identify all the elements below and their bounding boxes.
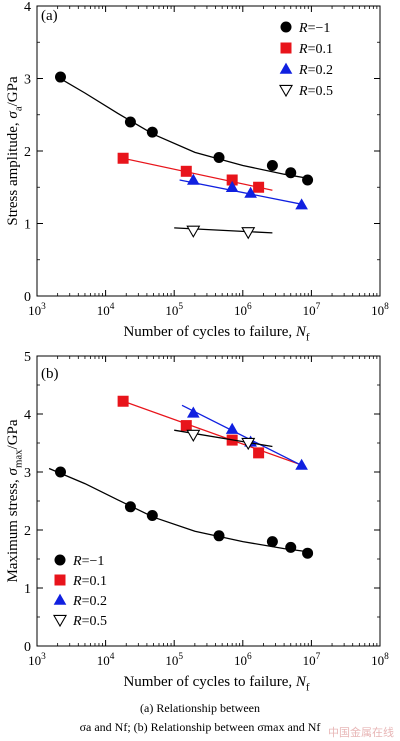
legend-label: R=0.1 (72, 574, 107, 589)
series-0 (54, 71, 314, 186)
x-tick-label: 104 (97, 652, 115, 668)
x-tick-label: 106 (234, 302, 252, 318)
x-tick-label: 108 (371, 302, 389, 318)
series-1 (117, 395, 306, 467)
legend-marker (279, 62, 293, 74)
data-point (213, 152, 225, 164)
legend: R=−1 R=0.1 R=0.2 R=0.5 (279, 21, 333, 99)
legend-label: R=0.5 (298, 84, 333, 99)
y-tick-label: 2 (24, 524, 31, 539)
data-point (117, 152, 129, 164)
data-point (226, 174, 238, 186)
x-tick-label: 105 (165, 652, 183, 668)
y-tick-label: 1 (24, 582, 31, 597)
data-point (180, 420, 192, 432)
data-point (302, 547, 314, 559)
y-tick-label: 1 (24, 218, 31, 233)
caption-line-1: (a) Relationship between (140, 701, 260, 715)
legend-marker (54, 574, 66, 586)
y-tick-label: 5 (24, 350, 31, 365)
y-tick-label: 4 (24, 0, 31, 15)
legend: R=−1 R=0.1 R=0.2 R=0.5 (53, 554, 107, 629)
legend-marker (280, 21, 292, 33)
series-3 (174, 225, 273, 240)
data-point (186, 429, 201, 443)
x-tick-label: 103 (28, 302, 46, 318)
data-point (285, 167, 297, 179)
y-tick-label: 4 (24, 408, 31, 423)
y-tick-label: 2 (24, 145, 31, 160)
x-axis-label: Number of cycles to failure, Nf (123, 324, 309, 344)
data-point (54, 466, 66, 478)
y-axis-label: Stress amplitude, σa/GPa (5, 76, 25, 226)
data-point (295, 198, 308, 210)
data-point (266, 536, 278, 548)
x-tick-label: 106 (234, 652, 252, 668)
watermark: 中国金属在线 (328, 726, 394, 739)
chart-panel-b: 103 104 105 106 107 108 0 1 2 3 4 5 Number of cycles… (5, 350, 389, 694)
data-point (146, 510, 158, 521)
x-tick-label: 107 (303, 302, 321, 318)
data-point (117, 395, 129, 407)
data-point (241, 227, 256, 240)
data-point (225, 180, 239, 192)
data-point (266, 160, 278, 171)
data-point (253, 181, 265, 193)
data-point (244, 186, 257, 198)
fit-line (122, 400, 306, 467)
x-tick-label: 105 (165, 302, 183, 318)
fit-line (122, 157, 273, 191)
x-tick-label: 107 (303, 652, 321, 668)
legend-label: R=0.5 (72, 614, 107, 629)
legend-marker (53, 593, 67, 605)
y-tick-label: 3 (24, 466, 31, 481)
fit-line (179, 179, 305, 206)
fit-line (48, 467, 310, 553)
caption-line-2: σa and Nf; (b) Relationship between σmax… (79, 720, 321, 734)
chart-panel-a: 103 104 105 106 107 108 0 1 2 3 4 Number of cycles … (5, 0, 389, 344)
y-tick-label: 0 (24, 640, 31, 655)
legend-label: R=−1 (298, 21, 330, 36)
data-point (213, 530, 225, 542)
data-point (180, 165, 192, 177)
legend-marker (279, 84, 293, 98)
data-point (186, 225, 201, 238)
data-point (225, 422, 239, 434)
panel-label: (b) (41, 366, 59, 382)
legend-label: R=0.2 (298, 63, 333, 78)
legend-label: R=0.1 (298, 42, 333, 57)
data-point (124, 501, 136, 513)
panel-label: (a) (41, 8, 58, 24)
data-point (253, 447, 265, 459)
y-tick-label: 3 (24, 73, 31, 88)
legend-marker (53, 614, 67, 628)
legend-label: R=−1 (72, 554, 104, 569)
data-point (146, 126, 158, 138)
series-1 (117, 152, 273, 193)
data-point (285, 541, 297, 553)
x-tick-label: 104 (97, 302, 115, 318)
data-point (241, 437, 256, 451)
legend-label: R=0.2 (72, 594, 107, 609)
data-point (124, 116, 136, 128)
data-point (186, 173, 200, 185)
legend-marker (54, 554, 66, 566)
data-point (186, 406, 200, 418)
series-3 (174, 429, 273, 451)
x-tick-label: 103 (28, 652, 46, 668)
data-point (302, 174, 314, 186)
data-point (295, 458, 308, 470)
x-tick-label: 108 (371, 652, 389, 668)
fit-line (181, 404, 304, 467)
x-axis-label: Number of cycles to failure, Nf (123, 674, 309, 694)
y-tick-label: 0 (24, 290, 31, 305)
data-point (54, 71, 66, 83)
fit-line (57, 76, 311, 180)
series-0 (48, 466, 314, 559)
series-2 (179, 173, 308, 210)
legend-marker (280, 42, 292, 54)
y-axis-label: Maximum stress, σmax/GPa (5, 419, 25, 582)
